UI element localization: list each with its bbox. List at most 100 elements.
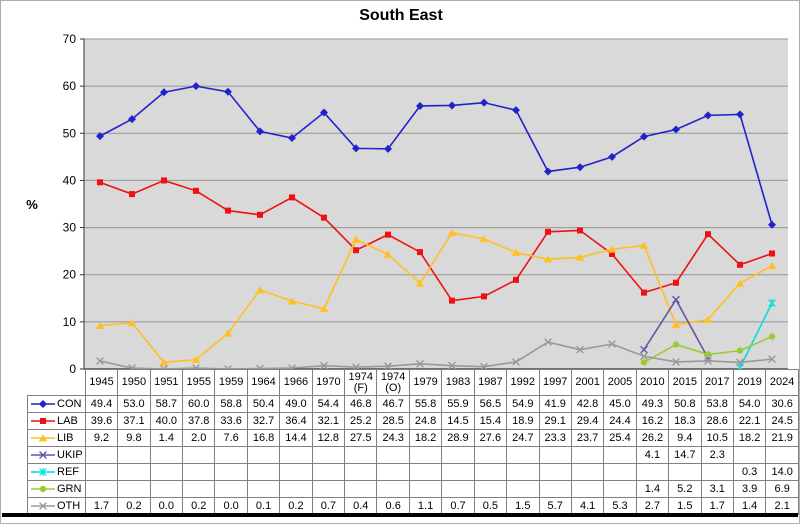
value-cell <box>570 480 605 498</box>
value-cell <box>473 446 508 464</box>
legend-cell-UKIP: UKIP <box>27 446 86 464</box>
value-cell: 55.9 <box>441 395 475 413</box>
value-cell: 5.3 <box>603 497 637 515</box>
value-cell: 25.4 <box>603 429 637 447</box>
table-row-UKIP: UKIP 4.1 14.7 2.3 <box>27 446 799 464</box>
value-cell: 14.4 <box>279 429 313 447</box>
value-cell <box>635 463 670 481</box>
value-cell <box>765 446 799 464</box>
series-GRN <box>640 333 776 366</box>
legend-label: LIB <box>57 432 74 445</box>
value-cell <box>117 463 151 481</box>
value-cell: 23.3 <box>538 429 572 447</box>
legend-label: LAB <box>57 415 78 428</box>
year-header-cell: 1997 <box>538 369 572 396</box>
value-cell: 0.3 <box>732 463 767 481</box>
value-cell <box>570 446 605 464</box>
table-row-LAB: LAB 39.6 37.1 40.0 37.8 33.6 32.7 36.4 32.1 25.2 2… <box>27 412 799 430</box>
value-cell <box>441 463 475 481</box>
value-cell: 54.0 <box>732 395 767 413</box>
value-cell <box>246 446 281 464</box>
value-cell <box>344 480 378 498</box>
value-cell: 46.7 <box>376 395 410 413</box>
value-cell: 37.1 <box>117 412 151 430</box>
y-tick-label: 10 <box>63 315 77 329</box>
value-cell: 24.3 <box>376 429 410 447</box>
value-cell: 39.6 <box>84 412 119 430</box>
value-cell: 3.1 <box>700 480 734 498</box>
value-cell <box>506 463 540 481</box>
value-cell: 49.3 <box>635 395 670 413</box>
value-cell: 32.7 <box>246 412 281 430</box>
value-cell <box>441 480 475 498</box>
value-cell: 1.7 <box>84 497 119 515</box>
value-cell: 0.2 <box>117 497 151 515</box>
value-cell <box>344 446 378 464</box>
value-cell: 0.0 <box>214 497 248 515</box>
value-cell <box>732 446 767 464</box>
legend-cell-OTH: OTH <box>27 497 86 515</box>
legend-label: GRN <box>57 483 82 496</box>
y-tick-label: 0 <box>69 362 76 376</box>
value-cell <box>603 446 637 464</box>
series-LIB <box>95 228 777 366</box>
value-cell: 3.9 <box>732 480 767 498</box>
year-header-cell: 1992 <box>506 369 540 396</box>
value-cell: 4.1 <box>635 446 670 464</box>
legend-cell-LIB: LIB <box>27 429 86 447</box>
value-cell <box>149 480 184 498</box>
value-cell: 14.7 <box>668 446 702 464</box>
legend-marker-CON <box>31 400 55 409</box>
bottom-border <box>2 513 798 517</box>
year-header-cell: 2017 <box>700 369 734 396</box>
value-cell: 0.2 <box>279 497 313 515</box>
value-cell <box>182 480 216 498</box>
legend-marker-UKIP <box>31 451 55 459</box>
value-cell: 9.4 <box>668 429 702 447</box>
value-cell: 18.3 <box>668 412 702 430</box>
legend-label: UKIP <box>57 449 83 462</box>
year-header-cell: 1955 <box>182 369 216 396</box>
y-tick-label: 20 <box>63 268 77 282</box>
value-cell <box>473 480 508 498</box>
value-cell <box>376 480 410 498</box>
value-cell: 60.0 <box>182 395 216 413</box>
year-header-cell: 1974 (F) <box>344 369 378 396</box>
value-cell: 9.8 <box>117 429 151 447</box>
value-cell: 50.4 <box>246 395 281 413</box>
table-row-OTH: OTH 1.7 0.2 0.0 0.2 0.0 0.1 0.2 0.7 0.4 0.6 1.1 0.7 0… <box>27 497 799 515</box>
value-cell <box>117 480 151 498</box>
value-cell: 26.2 <box>635 429 670 447</box>
value-cell <box>149 463 184 481</box>
y-tick-label: 60 <box>63 79 77 93</box>
value-cell: 24.5 <box>765 412 799 430</box>
value-cell: 16.8 <box>246 429 281 447</box>
series-CON <box>96 82 776 229</box>
year-header-cell: 1945 <box>84 369 119 396</box>
year-header-cell: 2001 <box>570 369 605 396</box>
value-cell: 58.7 <box>149 395 184 413</box>
value-cell <box>279 463 313 481</box>
legend-marker-GRN <box>31 485 55 493</box>
value-cell <box>84 463 119 481</box>
legend-marker-LIB <box>31 434 55 442</box>
value-cell: 54.4 <box>311 395 346 413</box>
value-cell <box>668 463 702 481</box>
value-cell: 32.1 <box>311 412 346 430</box>
year-header-cell: 1987 <box>473 369 508 396</box>
value-cell: 9.2 <box>84 429 119 447</box>
value-cell: 0.0 <box>149 497 184 515</box>
value-cell <box>408 480 443 498</box>
value-cell: 0.7 <box>311 497 346 515</box>
value-cell <box>700 463 734 481</box>
value-cell <box>182 463 216 481</box>
value-cell: 54.9 <box>506 395 540 413</box>
legend-cell-LAB: LAB <box>27 412 86 430</box>
value-cell: 40.0 <box>149 412 184 430</box>
value-cell <box>603 480 637 498</box>
value-cell: 18.2 <box>408 429 443 447</box>
value-cell: 0.6 <box>376 497 410 515</box>
value-cell: 49.0 <box>279 395 313 413</box>
year-header-cell: 1950 <box>117 369 151 396</box>
value-cell: 10.5 <box>700 429 734 447</box>
